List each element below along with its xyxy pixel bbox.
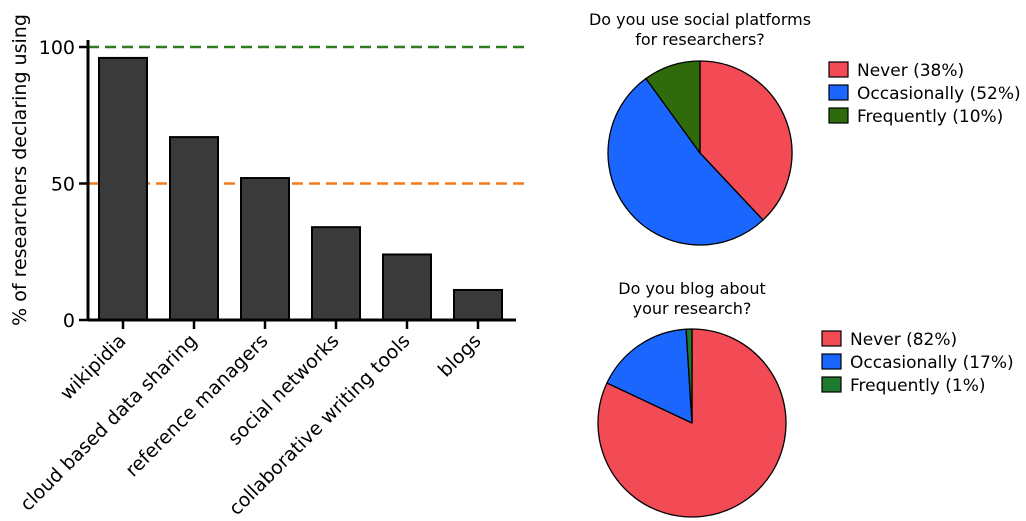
x-tick-label: blogs (434, 330, 486, 382)
pie-legend: Never (82%) Occasionally (17%) Frequently … (821, 330, 1014, 396)
pie-slices (607, 60, 793, 246)
pie-slice (606, 328, 693, 424)
pie-title-line: for researchers? (635, 30, 765, 49)
pie-legend: Never (38%) Occasionally (52%) Frequently … (828, 61, 1021, 127)
y-tick-label: 50 (51, 174, 75, 196)
pie-slice (645, 60, 701, 154)
bar (98, 56, 148, 321)
legend-label: Occasionally (52%) (857, 84, 1021, 104)
legend-swatch (821, 330, 842, 347)
bar-chart: % of researchers declaring using 050100 … (9, 14, 530, 520)
legend-label: Frequently (1%) (850, 376, 986, 396)
bar (240, 177, 290, 321)
y-axis-label: % of researchers declaring using (9, 14, 31, 326)
legend-swatch (828, 107, 849, 124)
x-tick-label: reference managers (121, 330, 272, 481)
y-tick-label: 0 (63, 310, 75, 332)
pie-title-line: Do you use social platforms (589, 10, 811, 29)
legend-label: Frequently (10%) (857, 107, 1003, 127)
y-ticks: 0 50 100 (39, 37, 88, 332)
legend-label: Never (38%) (857, 61, 964, 81)
x-tick-label: wikipidia (56, 330, 131, 405)
legend-swatch (821, 353, 842, 370)
pie-slice (699, 60, 793, 221)
pie-slices (597, 328, 787, 518)
y-tick-label: 100 (39, 37, 75, 59)
pie-slice (685, 328, 693, 424)
legend-swatch (821, 376, 842, 393)
bar (169, 136, 219, 321)
legend-label: Never (82%) (850, 330, 957, 350)
pie-slice (607, 77, 764, 246)
legend-label: Occasionally (17%) (850, 353, 1014, 373)
legend-swatch (828, 84, 849, 101)
pie-slice (597, 328, 787, 518)
bar (453, 288, 503, 322)
bars (98, 56, 503, 322)
bar (382, 253, 432, 321)
bar (311, 226, 361, 321)
pie-title-line: your research? (633, 299, 752, 318)
pie-title-line: Do you blog about (618, 279, 765, 298)
legend-swatch (828, 61, 849, 78)
reference-lines (88, 45, 530, 185)
